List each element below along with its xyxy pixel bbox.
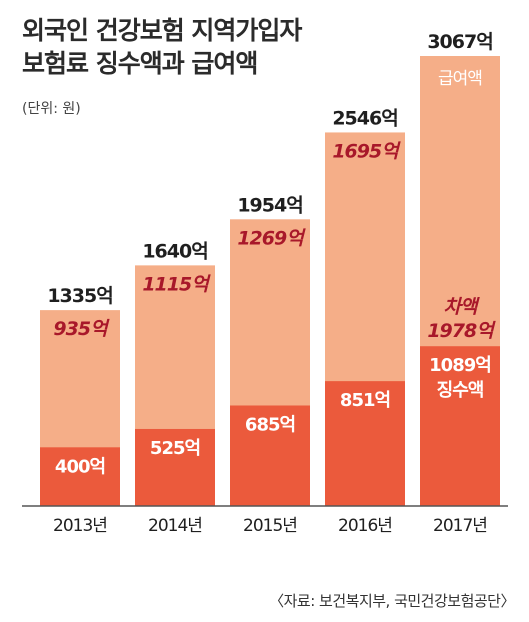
collection-value-label: 851억: [340, 390, 390, 411]
x-tick-label: 2016년: [338, 516, 392, 536]
difference-value-label: 1695억: [332, 140, 401, 162]
benefit-value-label: 1954억: [237, 194, 302, 216]
source-note: 〈자료: 보건복지부, 국민건강보험공단〉: [269, 592, 515, 610]
difference-value-label: 1269억: [237, 227, 306, 249]
benefit-series-label: 급여액: [438, 69, 482, 89]
difference-series-label: 차액: [444, 296, 480, 318]
collection-bar: [230, 405, 310, 506]
benefit-value-label: 2546억: [332, 107, 397, 129]
collection-value-label: 400억: [55, 456, 105, 477]
collection-value-label: 525억: [150, 438, 200, 459]
x-tick-label: 2017년: [433, 516, 487, 536]
x-tick-label: 2014년: [148, 516, 202, 536]
collection-bar: [420, 346, 500, 506]
x-tick-label: 2013년: [53, 516, 107, 536]
benefit-value-label: 1335억: [47, 285, 112, 307]
collection-value-label: 685억: [245, 414, 295, 435]
x-tick-label: 2015년: [243, 516, 297, 536]
collection-bar: [135, 428, 215, 506]
collection-series-label: 징수액: [437, 380, 484, 401]
chart-title: 외국인 건강보험 지역가입자 보험료 징수액과 급여액: [22, 14, 302, 80]
difference-value-label: 1115억: [142, 273, 211, 295]
title-line-2: 보험료 징수액과 급여액: [22, 49, 258, 78]
benefit-value-label: 3067억: [427, 31, 492, 53]
collection-value-label: 1089억: [429, 355, 491, 376]
collection-bar: [325, 381, 405, 506]
benefit-value-label: 1640억: [142, 240, 207, 262]
collection-bar: [40, 447, 120, 506]
unit-label: (단위: 원): [22, 101, 81, 117]
difference-value-label: 935억: [53, 318, 110, 340]
title-line-1: 외국인 건강보험 지역가입자: [22, 16, 302, 45]
difference-value-label: 1978억: [427, 320, 496, 342]
